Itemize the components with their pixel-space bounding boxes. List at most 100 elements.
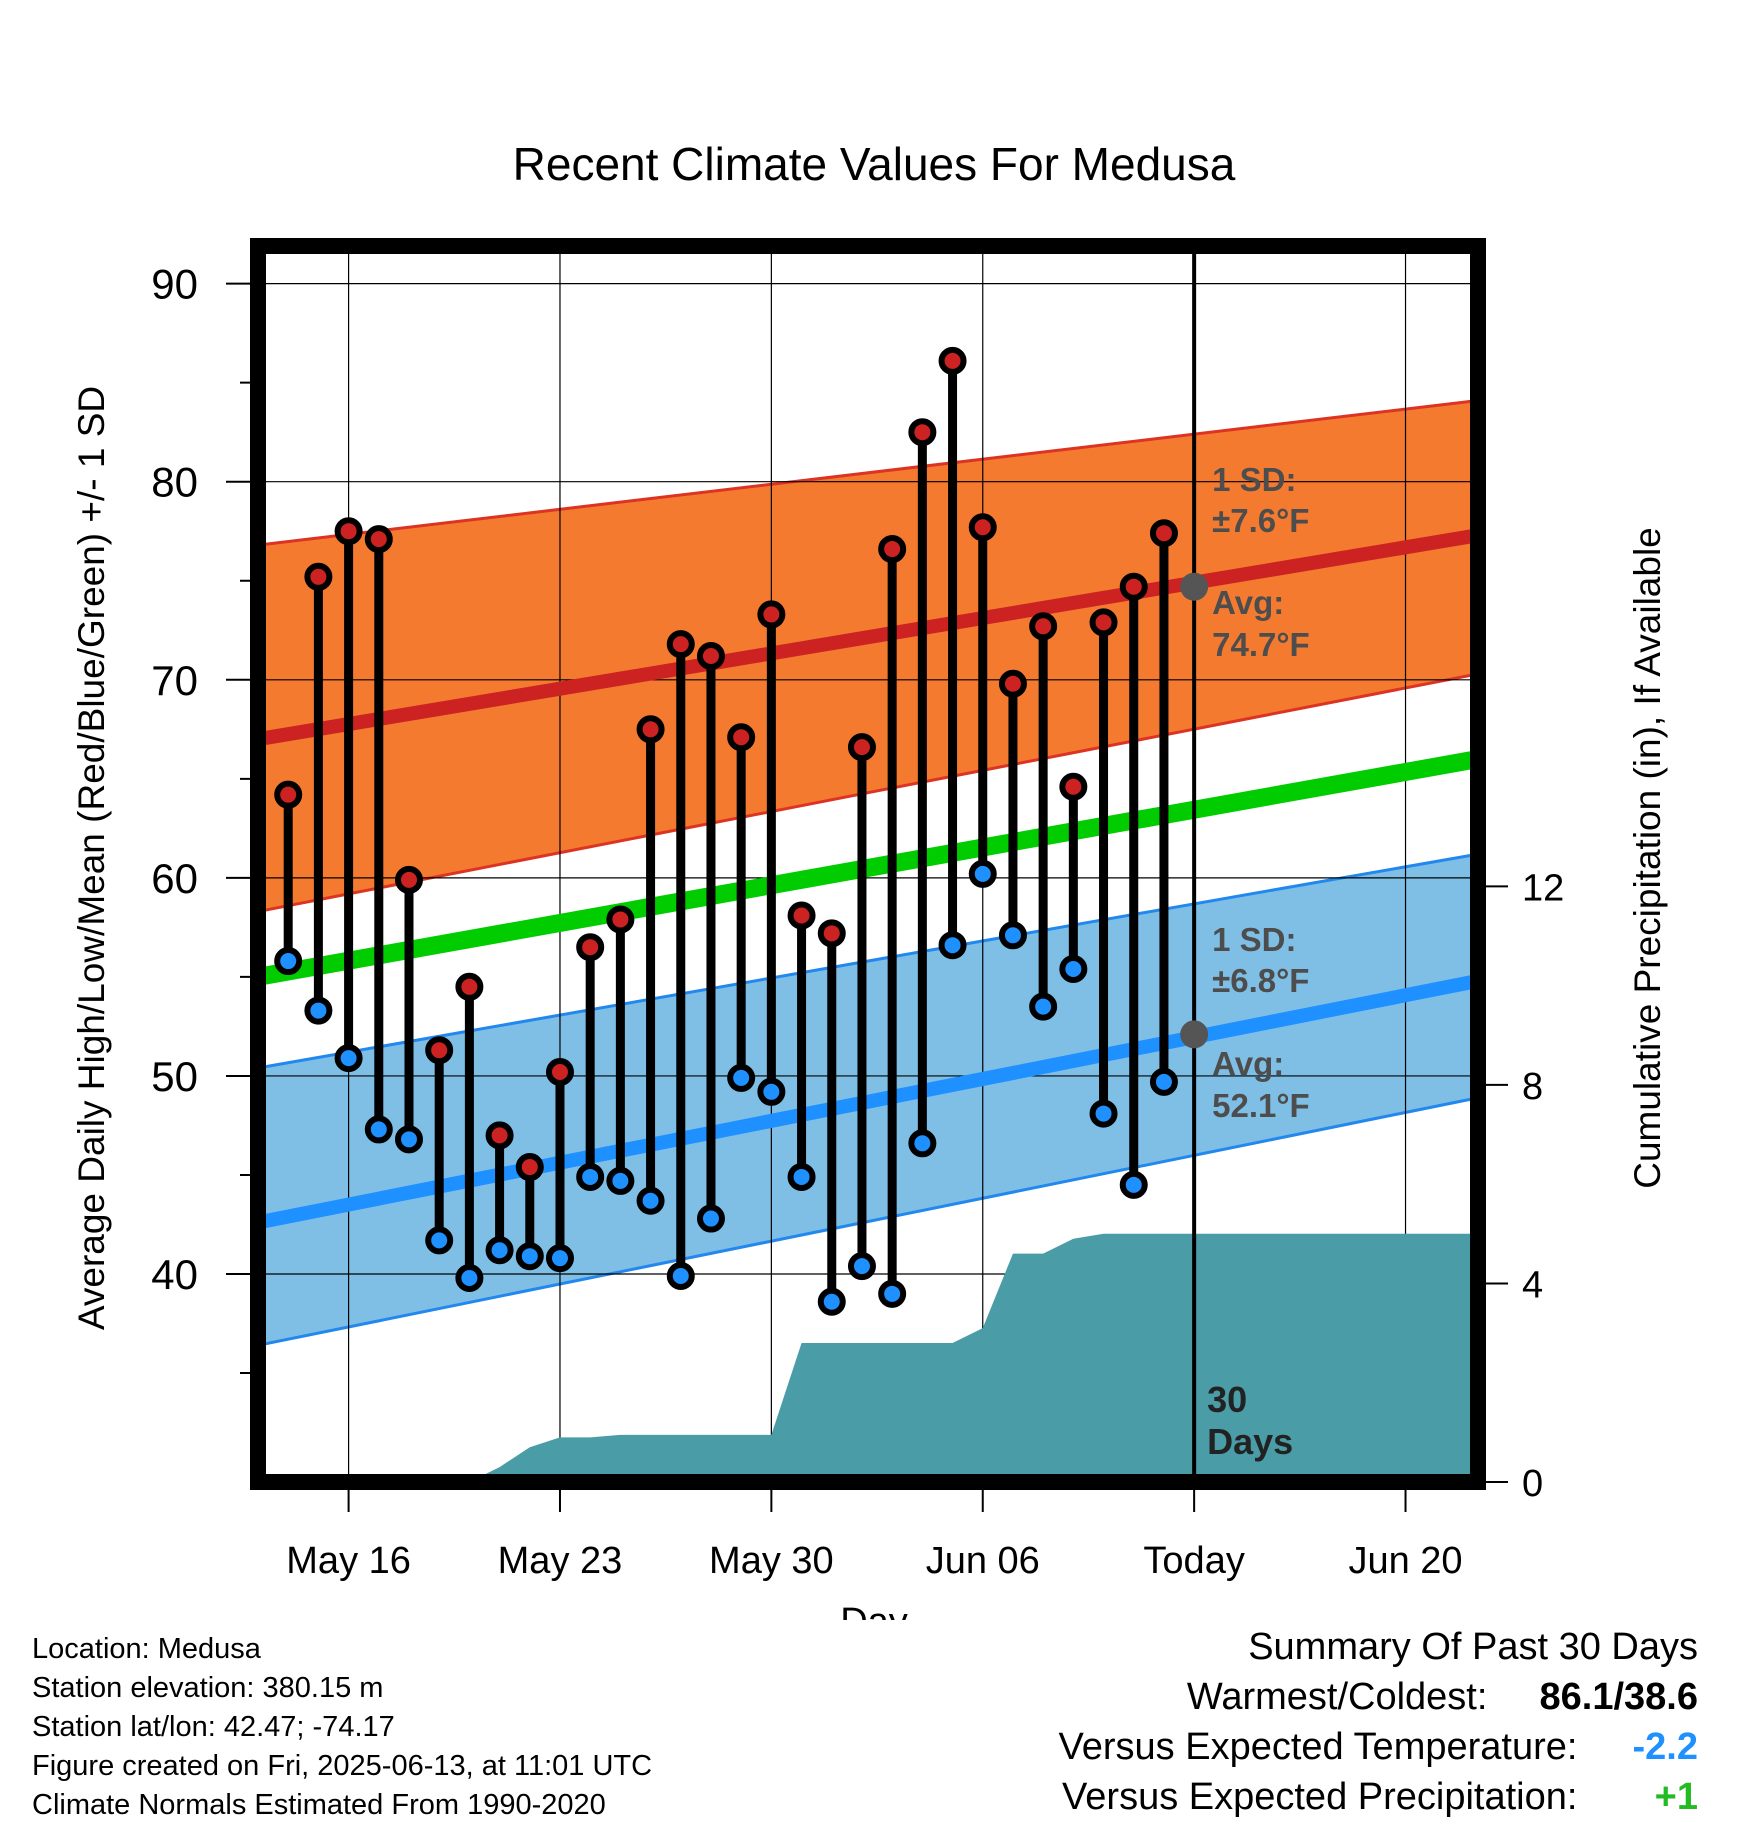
high-point-16 bbox=[757, 600, 786, 629]
low-point-24 bbox=[998, 921, 1027, 950]
warmest-coldest-label: Warmest/Coldest: bbox=[1186, 1676, 1488, 1718]
y-tick-label-3: 70 bbox=[151, 657, 198, 704]
low-sd-band-lower-edge bbox=[257, 1096, 1479, 1347]
climate-chart: Recent Climate Values For Medusa 30Days … bbox=[71, 138, 1668, 1620]
high-point-15 bbox=[727, 723, 756, 752]
high-point-5 bbox=[425, 1036, 454, 1065]
x-tick-label-4: Today bbox=[1143, 1540, 1244, 1582]
x-tick-label-2: May 30 bbox=[709, 1540, 834, 1582]
elevation-text: Station elevation: 380.15 m bbox=[32, 1672, 384, 1704]
high-sd-band-lower-edge bbox=[257, 672, 1479, 914]
today-days-label-2: Days bbox=[1207, 1421, 1293, 1462]
low-point-5 bbox=[425, 1226, 454, 1255]
x-axis-label: Day bbox=[840, 1601, 908, 1620]
high-point-10 bbox=[576, 933, 605, 962]
low-point-27 bbox=[1089, 1099, 1118, 1128]
low-point-0 bbox=[274, 947, 303, 976]
low-point-4 bbox=[394, 1125, 423, 1154]
low-sd-label: 1 SD: bbox=[1212, 921, 1296, 958]
summary-panel: Summary Of Past 30 Days Warmest/Coldest:… bbox=[1059, 1622, 1698, 1822]
low-point-20 bbox=[878, 1279, 907, 1308]
low-point-13 bbox=[666, 1262, 695, 1290]
mean-line bbox=[256, 750, 1480, 986]
high-point-22 bbox=[938, 346, 967, 375]
high-point-25 bbox=[1029, 612, 1058, 641]
y2-tick-label-3: 12 bbox=[1522, 867, 1564, 909]
latlon-text: Station lat/lon: 42.47; -74.17 bbox=[32, 1711, 395, 1743]
high-point-14 bbox=[696, 642, 725, 671]
low-point-19 bbox=[847, 1252, 876, 1281]
high-point-9 bbox=[545, 1057, 574, 1086]
chart-title: Recent Climate Values For Medusa bbox=[513, 138, 1236, 190]
high-point-27 bbox=[1089, 608, 1118, 637]
summary-precip-row: Versus Expected Precipitation: +1 bbox=[1059, 1772, 1698, 1822]
high-point-2 bbox=[334, 517, 363, 546]
precipitation-area bbox=[469, 1233, 1479, 1482]
summary-warmest-row: Warmest/Coldest: 86.1/38.6 bbox=[1059, 1672, 1698, 1722]
x-tick-label-1: May 23 bbox=[498, 1540, 623, 1582]
low-point-9 bbox=[545, 1244, 574, 1273]
high-point-0 bbox=[274, 780, 303, 809]
x-tick-label-3: Jun 06 bbox=[926, 1540, 1040, 1582]
low-point-26 bbox=[1059, 954, 1088, 983]
high-point-20 bbox=[878, 535, 907, 564]
high-point-21 bbox=[908, 418, 937, 447]
low-sd-value: ±6.8°F bbox=[1212, 962, 1309, 999]
y-tick-label-1: 50 bbox=[151, 1053, 198, 1100]
high-point-18 bbox=[817, 919, 846, 948]
y2-axis-label: Cumulative Precipitation (in), If Availa… bbox=[1627, 527, 1668, 1189]
low-point-14 bbox=[696, 1204, 725, 1233]
high-point-12 bbox=[636, 715, 665, 744]
high-avg-today-marker bbox=[1180, 572, 1209, 601]
low-point-16 bbox=[757, 1077, 786, 1106]
high-point-26 bbox=[1059, 772, 1088, 801]
low-avg-label: Avg: bbox=[1212, 1045, 1284, 1082]
low-point-25 bbox=[1029, 992, 1058, 1021]
high-avg-value: 74.7°F bbox=[1212, 626, 1310, 663]
low-point-8 bbox=[515, 1242, 544, 1271]
high-point-28 bbox=[1119, 572, 1148, 601]
high-point-11 bbox=[606, 905, 635, 934]
y-axis-label: Average Daily High/Low/Mean (Red/Blue/Gr… bbox=[71, 386, 112, 1330]
station-info: Location: Medusa Station elevation: 380.… bbox=[32, 1630, 652, 1825]
high-point-19 bbox=[847, 733, 876, 762]
low-mean-line bbox=[256, 973, 1480, 1230]
low-point-17 bbox=[787, 1162, 816, 1191]
high-point-17 bbox=[787, 901, 816, 930]
y2-tick-label-2: 8 bbox=[1522, 1066, 1543, 1108]
y-tick-label-0: 40 bbox=[151, 1251, 198, 1298]
created-text: Figure created on Fri, 2025-06-13, at 11… bbox=[32, 1750, 653, 1782]
low-point-29 bbox=[1149, 1067, 1178, 1096]
low-avg-today-marker bbox=[1180, 1020, 1209, 1049]
high-avg-label: Avg: bbox=[1212, 584, 1284, 621]
high-point-3 bbox=[364, 525, 393, 554]
high-point-6 bbox=[455, 972, 484, 1001]
low-point-10 bbox=[576, 1162, 605, 1191]
normals-text: Climate Normals Estimated From 1990-2020 bbox=[32, 1789, 606, 1821]
high-sd-band-upper-edge bbox=[257, 399, 1479, 547]
high-point-24 bbox=[998, 669, 1027, 698]
high-point-13 bbox=[666, 630, 695, 659]
summary-temp-row: Versus Expected Temperature: -2.2 bbox=[1059, 1722, 1698, 1772]
high-point-1 bbox=[304, 562, 333, 591]
precip-versus-label: Versus Expected Precipitation: bbox=[1062, 1776, 1578, 1818]
x-tick-label-5: Jun 20 bbox=[1348, 1540, 1462, 1582]
low-point-28 bbox=[1119, 1170, 1148, 1199]
high-point-23 bbox=[968, 513, 997, 542]
y2-tick-label-0: 0 bbox=[1522, 1463, 1543, 1505]
low-point-22 bbox=[938, 931, 967, 960]
location-text: Location: Medusa bbox=[32, 1633, 261, 1665]
low-point-12 bbox=[636, 1186, 665, 1215]
y-tick-label-2: 60 bbox=[151, 855, 198, 902]
warmest-coldest-value: 86.1/38.6 bbox=[1539, 1676, 1698, 1718]
temp-versus-value: -2.2 bbox=[1632, 1726, 1698, 1768]
high-point-29 bbox=[1149, 519, 1178, 548]
low-point-7 bbox=[485, 1236, 514, 1265]
low-point-2 bbox=[334, 1044, 363, 1073]
low-point-6 bbox=[455, 1263, 484, 1292]
low-point-21 bbox=[908, 1129, 937, 1158]
low-avg-value: 52.1°F bbox=[1212, 1087, 1310, 1124]
low-point-18 bbox=[817, 1287, 846, 1316]
x-tick-label-0: May 16 bbox=[286, 1540, 411, 1582]
low-point-11 bbox=[606, 1166, 635, 1195]
